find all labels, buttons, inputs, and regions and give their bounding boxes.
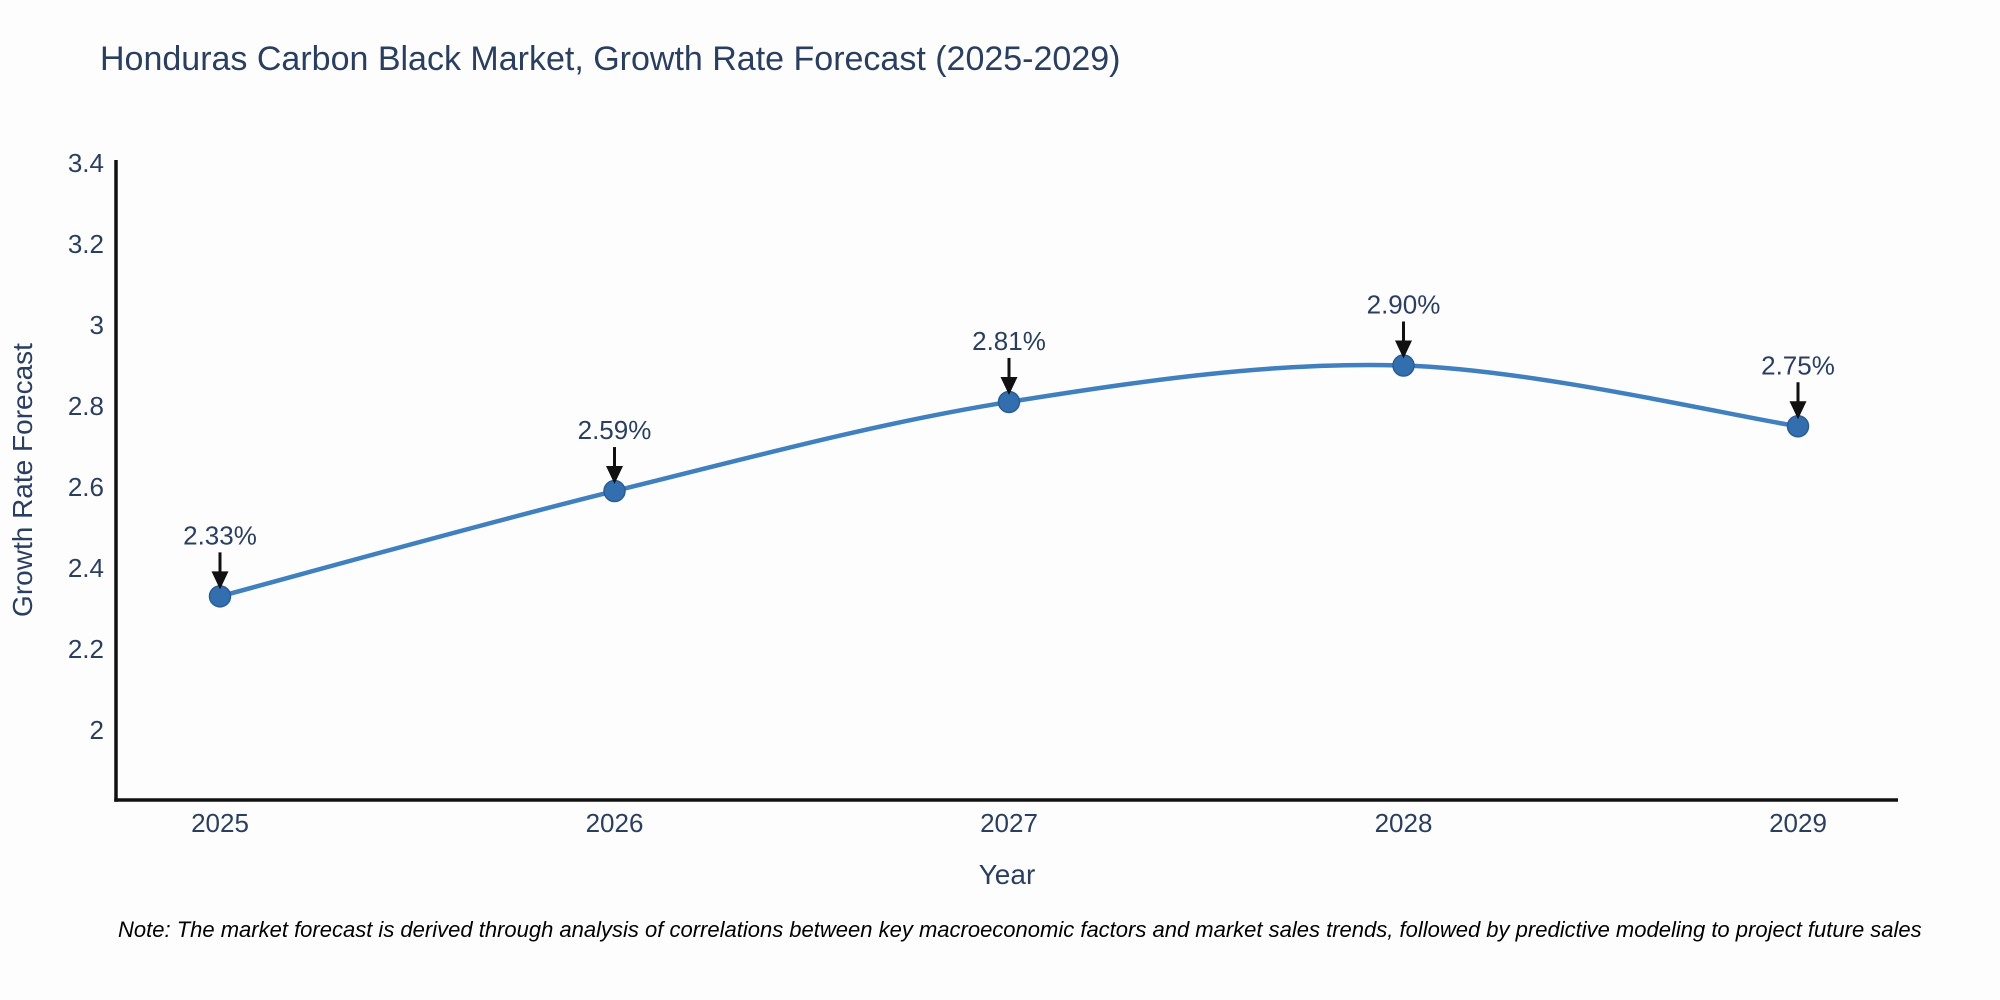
x-tick-label: 2025	[191, 808, 249, 838]
y-tick-label: 2.4	[68, 553, 104, 583]
y-tick-label: 2	[90, 715, 104, 745]
annotation-label: 2.33%	[183, 520, 257, 550]
y-tick-label: 2.8	[68, 391, 104, 421]
footnote: Note: The market forecast is derived thr…	[118, 917, 1922, 942]
y-tick-label: 3.2	[68, 229, 104, 259]
annotation-label: 2.81%	[972, 326, 1046, 356]
y-axis-title: Growth Rate Forecast	[7, 343, 38, 617]
annotation-label: 2.75%	[1761, 350, 1835, 380]
x-tick-label: 2029	[1769, 808, 1827, 838]
annotation-label: 2.59%	[578, 415, 652, 445]
x-axis-title: Year	[979, 859, 1036, 890]
annotation-arrow-head	[1395, 340, 1412, 359]
x-tick-label: 2028	[1375, 808, 1433, 838]
y-tick-label: 3.4	[68, 148, 104, 178]
y-tick-label: 2.6	[68, 472, 104, 502]
annotation-arrow-head	[1789, 401, 1807, 420]
y-tick-label: 2.2	[68, 634, 104, 664]
y-tick-label: 3	[90, 310, 104, 340]
annotation-arrow-head	[1000, 376, 1018, 395]
x-tick-label: 2027	[980, 808, 1038, 838]
annotation-label: 2.90%	[1367, 290, 1441, 320]
annotation-arrow-head	[606, 466, 623, 485]
x-tick-label: 2026	[586, 808, 644, 838]
chart-title: Honduras Carbon Black Market, Growth Rat…	[100, 40, 1121, 78]
annotation-arrow-head	[211, 571, 229, 590]
